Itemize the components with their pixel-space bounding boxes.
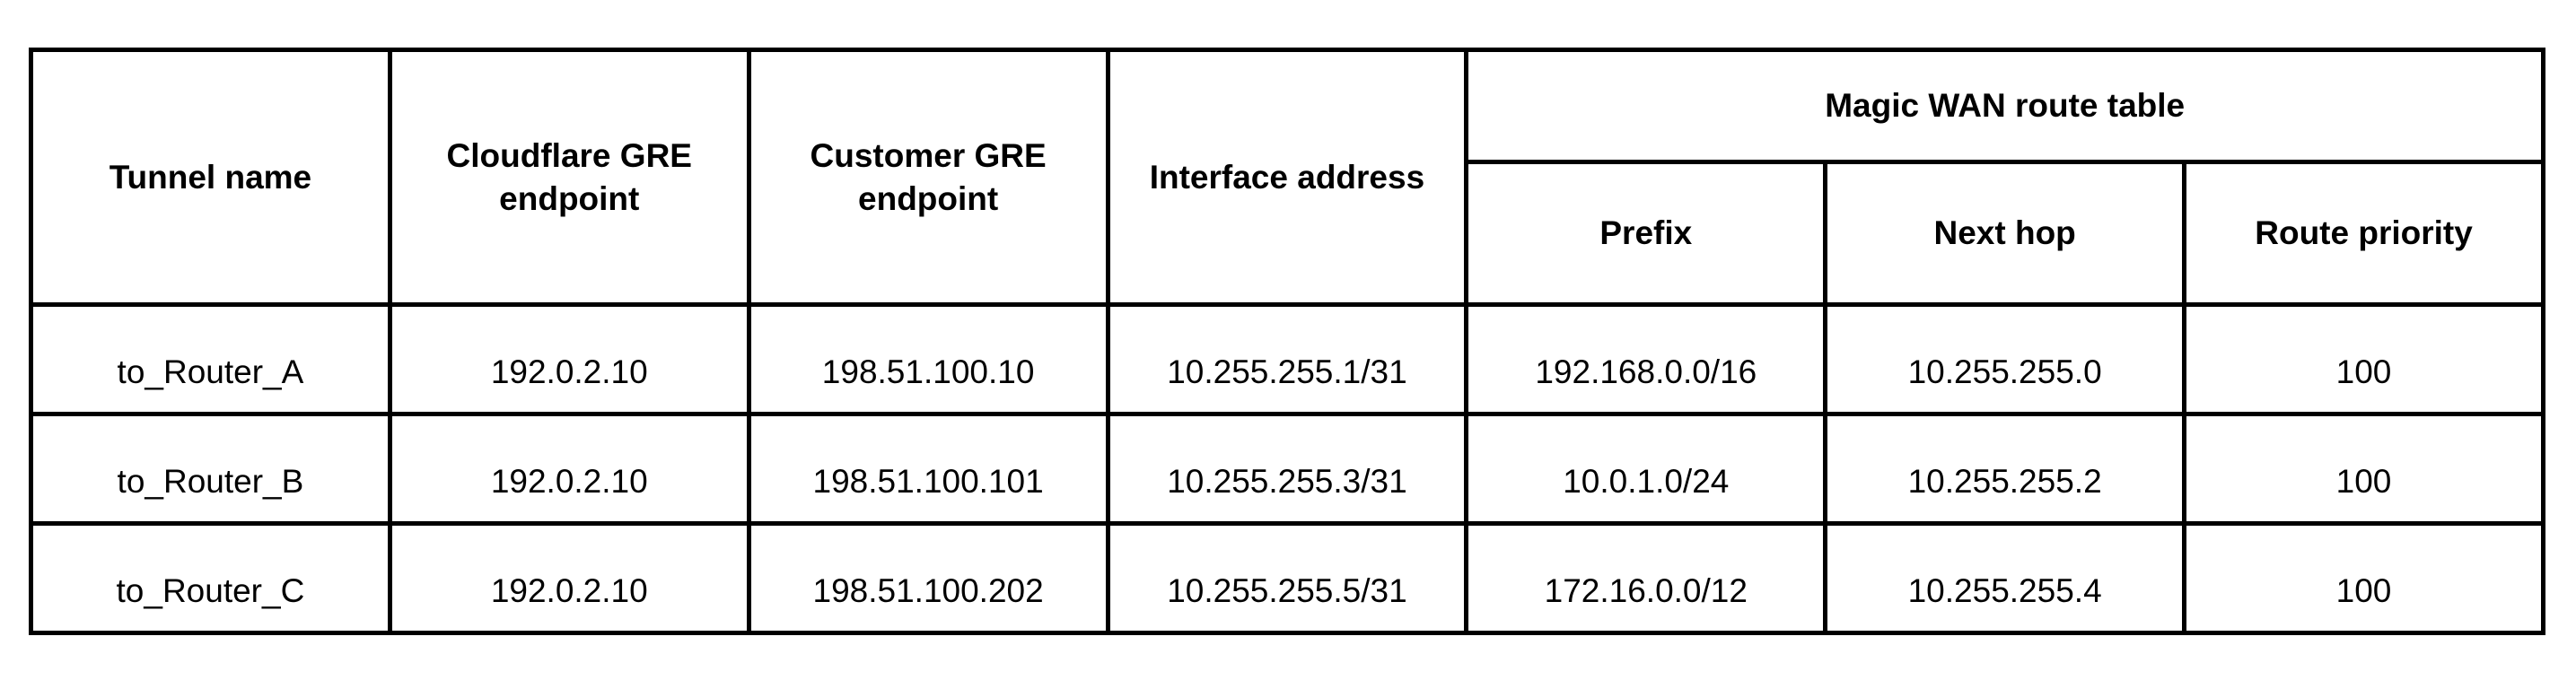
- cell-prefix: 10.0.1.0/24: [1464, 412, 1828, 526]
- cell-cloudflare-gre-endpoint: 192.0.2.10: [387, 302, 751, 416]
- table-header: Tunnel name Cloudflare GRE endpoint Cust…: [29, 48, 2545, 307]
- header-row-sub: Prefix Next hop Route priority: [31, 160, 2545, 307]
- group-header-magic-wan-route-table: Magic WAN route table: [1464, 48, 2545, 164]
- cell-tunnel-name: to_Router_C: [29, 521, 392, 635]
- gre-tunnels-table: Tunnel name Cloudflare GRE endpoint Cust…: [29, 48, 2545, 635]
- cell-tunnel-name: to_Router_B: [29, 412, 392, 526]
- cell-interface-address: 10.255.255.1/31: [1105, 302, 1469, 416]
- table-row-to-router-c: to_Router_C 192.0.2.10 198.51.100.202 10…: [29, 521, 2545, 635]
- cell-next-hop: 10.255.255.4: [1823, 521, 2187, 635]
- cell-prefix: 192.168.0.0/16: [1464, 302, 1828, 416]
- column-header-cloudflare-gre-endpoint: Cloudflare GRE endpoint: [387, 48, 751, 307]
- cell-cloudflare-gre-endpoint: 192.0.2.10: [387, 521, 751, 635]
- cell-route-priority: 100: [2182, 521, 2545, 635]
- column-header-tunnel-name: Tunnel name: [29, 48, 392, 307]
- cell-interface-address: 10.255.255.5/31: [1105, 521, 1469, 635]
- cell-route-priority: 100: [2182, 412, 2545, 526]
- cell-next-hop: 10.255.255.0: [1823, 302, 2187, 416]
- cell-interface-address: 10.255.255.3/31: [1105, 412, 1469, 526]
- cell-tunnel-name: to_Router_A: [29, 302, 392, 416]
- cell-route-priority: 100: [2182, 302, 2545, 416]
- table-body: to_Router_A 192.0.2.10 198.51.100.10 10.…: [29, 302, 2545, 635]
- column-header-interface-address: Interface address: [1105, 48, 1469, 307]
- column-header-customer-gre-endpoint: Customer GRE endpoint: [746, 48, 1110, 307]
- cell-customer-gre-endpoint: 198.51.100.101: [746, 412, 1110, 526]
- table-row-to-router-a: to_Router_A 192.0.2.10 198.51.100.10 10.…: [29, 302, 2545, 416]
- column-header-prefix: Prefix: [1464, 160, 1828, 307]
- column-header-next-hop: Next hop: [1823, 160, 2187, 307]
- cell-prefix: 172.16.0.0/12: [1464, 521, 1828, 635]
- cell-customer-gre-endpoint: 198.51.100.10: [746, 302, 1110, 416]
- cell-cloudflare-gre-endpoint: 192.0.2.10: [387, 412, 751, 526]
- header-row-top: Tunnel name Cloudflare GRE endpoint Cust…: [29, 48, 2545, 307]
- column-header-route-priority: Route priority: [2182, 160, 2545, 307]
- cell-next-hop: 10.255.255.2: [1823, 412, 2187, 526]
- table-row-to-router-b: to_Router_B 192.0.2.10 198.51.100.101 10…: [29, 412, 2545, 526]
- cell-customer-gre-endpoint: 198.51.100.202: [746, 521, 1110, 635]
